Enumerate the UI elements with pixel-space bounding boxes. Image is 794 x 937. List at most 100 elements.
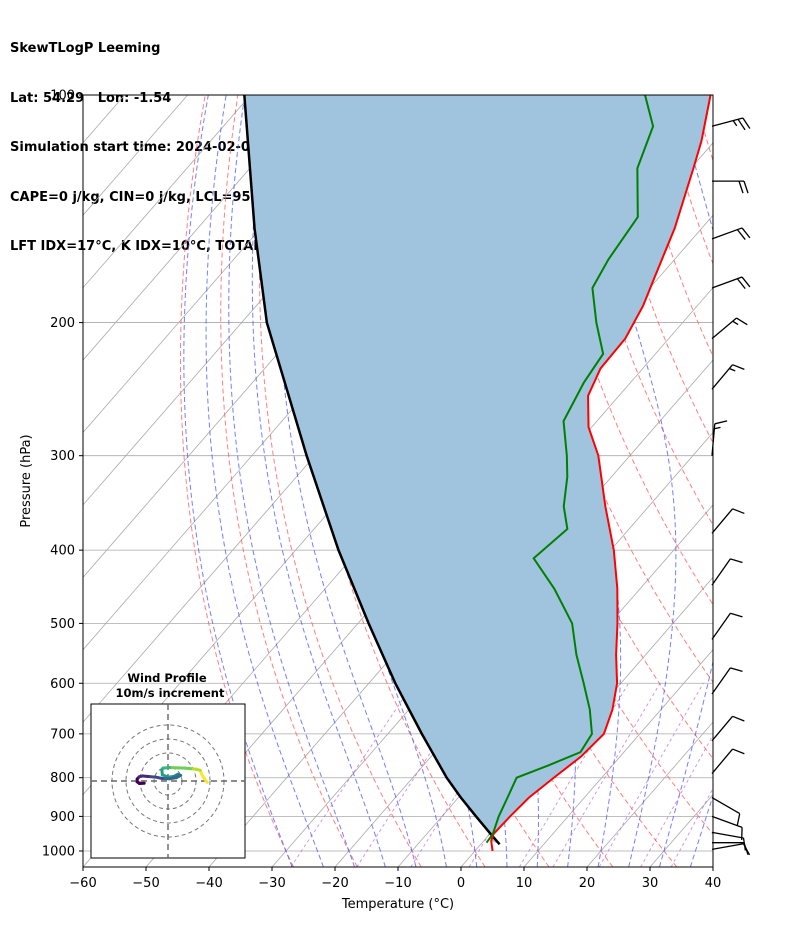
wind-barb xyxy=(711,227,751,240)
wind-barb xyxy=(711,420,728,456)
header-location: Lat: 54.29 Lon: -1.54 xyxy=(10,90,172,106)
y-tick-label: 300 xyxy=(50,449,75,464)
x-tick-label: 40 xyxy=(705,876,722,891)
x-tick-label: −40 xyxy=(195,876,222,891)
x-tick-label: 20 xyxy=(579,876,596,891)
wind-barb xyxy=(711,558,743,586)
wind-barb-flag xyxy=(730,558,743,564)
moist-adiabat-line xyxy=(721,95,794,867)
wind-barb xyxy=(711,508,745,534)
header-title: SkewTLogP Leeming xyxy=(10,41,161,56)
wind-barb xyxy=(711,612,743,640)
wind-barb-staff xyxy=(711,715,734,742)
x-tick-label: −50 xyxy=(132,876,159,891)
moist-adiabat-line xyxy=(689,794,713,867)
hodograph-plot xyxy=(91,704,245,858)
wind-barb-flag xyxy=(741,227,751,239)
wind-barb-flag xyxy=(736,813,741,827)
wind-barb xyxy=(711,667,743,695)
y-tick-label: 900 xyxy=(50,810,75,825)
x-tick-label: 10 xyxy=(516,876,533,891)
wind-barb-staff xyxy=(711,364,734,390)
hodograph-title: Wind Profile xyxy=(127,671,207,685)
wind-barb-staff xyxy=(711,612,731,640)
dry-adiabat-line xyxy=(563,95,713,526)
dewpoint-profile-line xyxy=(485,95,655,844)
y-axis-label: Pressure (hPa) xyxy=(19,434,34,527)
wind-barb-staff xyxy=(711,227,743,240)
dry-adiabat-line xyxy=(661,95,713,266)
wind-barb-staff xyxy=(711,558,731,586)
wind-barb-flag xyxy=(730,612,743,618)
moist-adiabat-line xyxy=(580,95,677,867)
wind-barb-staff xyxy=(711,748,734,775)
parcel-profile-line xyxy=(243,95,501,846)
wind-barb-half-flag xyxy=(732,320,739,326)
wind-barb xyxy=(711,843,751,856)
dry-adiabat-line xyxy=(760,95,794,867)
x-tick-label: 0 xyxy=(457,876,465,891)
mixing-ratio-line xyxy=(640,734,713,867)
wind-barb-flag xyxy=(738,180,744,194)
wind-barb-staff xyxy=(711,815,743,828)
wind-barb xyxy=(711,276,751,290)
wind-barb xyxy=(711,317,748,340)
wind-barb-flag xyxy=(732,508,745,515)
isotherm-line xyxy=(523,649,713,867)
wind-barb-staff xyxy=(711,667,731,695)
wind-barb-staff xyxy=(711,508,734,534)
mixing-ratio-line xyxy=(598,683,704,867)
dry-adiabat-line xyxy=(465,95,713,760)
isotherm-line xyxy=(586,721,713,867)
y-tick-label: 600 xyxy=(50,677,75,692)
isotherm-line xyxy=(83,95,251,289)
wind-barb-staff xyxy=(711,843,744,850)
mixing-ratio-line xyxy=(670,787,713,867)
x-tick-label: −60 xyxy=(69,876,96,891)
y-tick-label: 500 xyxy=(50,617,75,632)
moist-adiabat-line xyxy=(276,95,417,867)
isotherm-line xyxy=(83,95,314,361)
wind-barb-flag xyxy=(736,278,746,290)
wind-barb-staff xyxy=(711,117,744,127)
wind-barb-flag xyxy=(732,715,745,722)
y-tick-label: 200 xyxy=(50,316,75,331)
wind-barb-staff xyxy=(711,797,741,815)
wind-barb-staff xyxy=(711,317,737,340)
wind-barb xyxy=(712,180,749,194)
wind-barb-flag xyxy=(730,667,743,673)
isotherm-line xyxy=(712,866,713,867)
dry-adiabat-line xyxy=(694,95,713,163)
dry-adiabat-line xyxy=(179,95,294,867)
hodograph xyxy=(90,703,246,859)
wind-barb-flag xyxy=(736,229,746,240)
wind-barb xyxy=(711,748,745,775)
wind-barb xyxy=(711,117,751,131)
wind-barb-half-flag xyxy=(714,426,721,430)
wind-barb-flag xyxy=(732,364,745,370)
x-tick-label: −10 xyxy=(384,876,411,891)
wind-barb-flag xyxy=(743,180,749,194)
moist-adiabat-line xyxy=(251,95,386,867)
moist-adiabat-line xyxy=(658,95,713,867)
wind-barb-flag xyxy=(737,118,746,131)
wind-barb xyxy=(711,715,745,742)
y-tick-label: 700 xyxy=(50,727,75,742)
wind-barb-flag xyxy=(732,748,745,755)
dry-adiabat-line xyxy=(220,95,358,867)
wind-barb-flag xyxy=(742,843,751,856)
moist-adiabat-line xyxy=(183,95,293,867)
wind-barb xyxy=(711,797,741,827)
wind-barb-flag xyxy=(741,276,751,288)
y-tick-label: 100 xyxy=(50,89,75,104)
y-tick-label: 400 xyxy=(50,544,75,559)
hodograph-subtitle: 10m/s increment xyxy=(116,686,225,700)
cin-shading xyxy=(244,95,711,845)
wind-barb-half-flag xyxy=(732,120,738,127)
dry-adiabat-line xyxy=(258,95,422,867)
wind-barb-flag xyxy=(742,117,751,129)
wind-barb-staff xyxy=(711,276,743,289)
temperature-profile-line xyxy=(490,95,712,852)
wind-barb-flag xyxy=(714,420,728,425)
y-tick-label: 1000 xyxy=(42,844,75,859)
